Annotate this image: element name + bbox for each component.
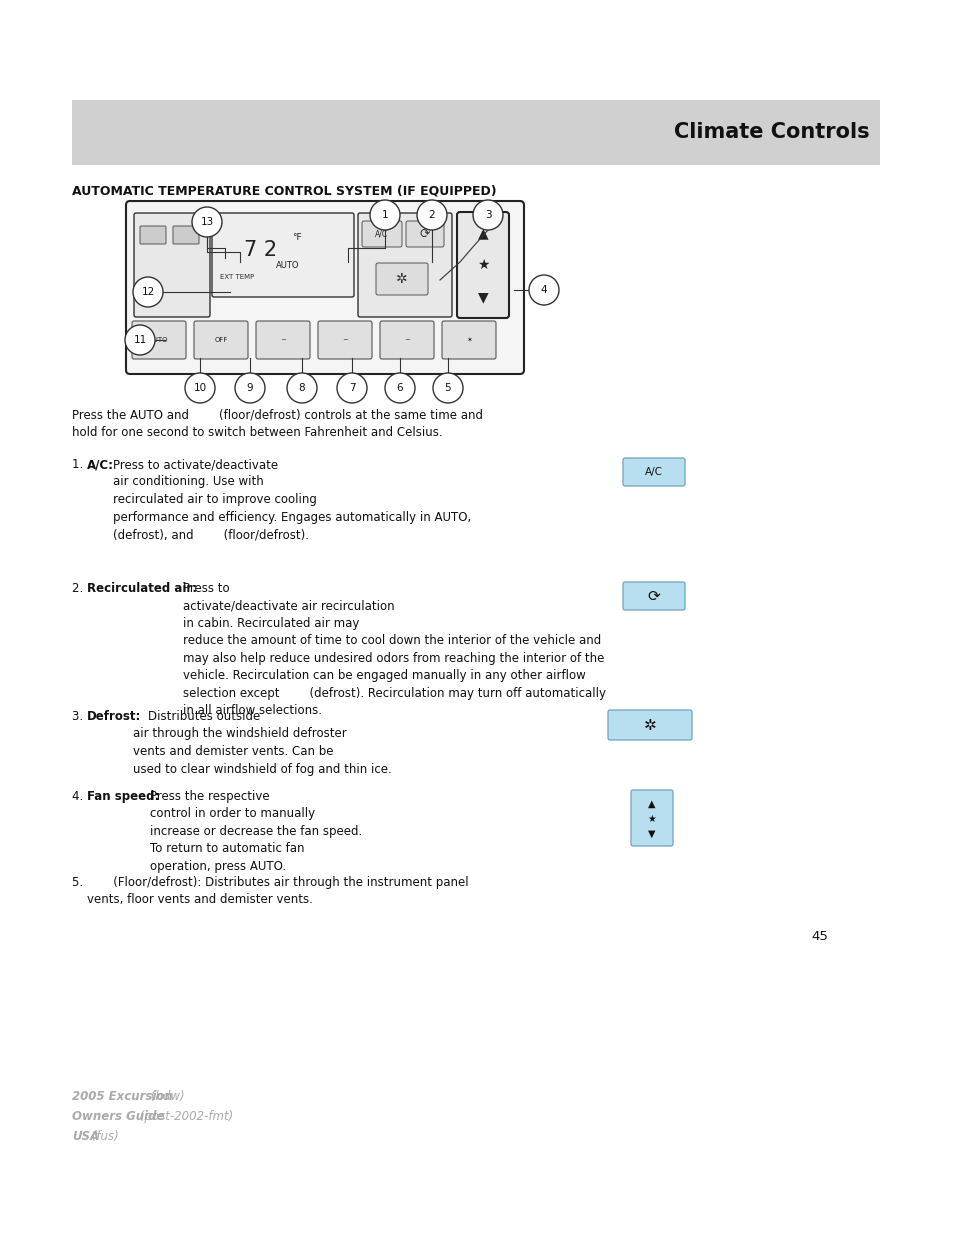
Text: ▲: ▲ <box>648 799 655 809</box>
Text: ~: ~ <box>280 337 286 343</box>
Text: Press the AUTO and        (floor/defrost) controls at the same time and
hold for: Press the AUTO and (floor/defrost) contr… <box>71 408 482 438</box>
Text: 8: 8 <box>298 383 305 393</box>
FancyBboxPatch shape <box>317 321 372 359</box>
Text: (hdw): (hdw) <box>147 1091 184 1103</box>
Circle shape <box>385 373 415 403</box>
Bar <box>71 100 879 165</box>
Circle shape <box>529 275 558 305</box>
FancyBboxPatch shape <box>607 710 691 740</box>
Text: ✲: ✲ <box>643 718 656 732</box>
Text: Recirculated air:: Recirculated air: <box>87 582 197 595</box>
Text: 11: 11 <box>133 335 147 345</box>
Circle shape <box>370 200 399 230</box>
Circle shape <box>185 373 214 403</box>
Text: 4: 4 <box>540 285 547 295</box>
Text: AUTO: AUTO <box>149 337 169 343</box>
Text: ✲: ✲ <box>395 272 407 287</box>
Text: 2005 Excursion: 2005 Excursion <box>71 1091 172 1103</box>
FancyBboxPatch shape <box>441 321 496 359</box>
Text: Defrost:: Defrost: <box>87 710 141 722</box>
FancyBboxPatch shape <box>622 582 684 610</box>
FancyBboxPatch shape <box>375 263 428 295</box>
FancyBboxPatch shape <box>379 321 434 359</box>
Text: AUTO: AUTO <box>275 261 299 269</box>
Circle shape <box>132 277 163 308</box>
Text: ★: ★ <box>476 258 489 272</box>
Text: 6: 6 <box>396 383 403 393</box>
Text: 10: 10 <box>193 383 207 393</box>
Text: 3.: 3. <box>71 710 87 722</box>
Circle shape <box>125 325 154 354</box>
Text: ~: ~ <box>404 337 410 343</box>
Text: 7: 7 <box>349 383 355 393</box>
Text: Fan speed:: Fan speed: <box>87 790 159 803</box>
Text: 5: 5 <box>444 383 451 393</box>
FancyBboxPatch shape <box>622 458 684 487</box>
Text: USA: USA <box>71 1130 99 1144</box>
Text: (Floor/defrost): Distributes air through the instrument panel
vents, floor vents: (Floor/defrost): Distributes air through… <box>87 876 468 906</box>
Text: Press to
activate/deactivate air recirculation
in cabin. Recirculated air may
re: Press to activate/deactivate air recircu… <box>183 582 605 718</box>
FancyBboxPatch shape <box>133 212 210 317</box>
Text: 1.: 1. <box>71 458 87 471</box>
FancyBboxPatch shape <box>406 221 443 247</box>
Text: (post-2002-fmt): (post-2002-fmt) <box>136 1110 233 1123</box>
Text: OFF: OFF <box>214 337 228 343</box>
Text: Owners Guide: Owners Guide <box>71 1110 164 1123</box>
Circle shape <box>336 373 367 403</box>
Text: ▼: ▼ <box>477 290 488 304</box>
Text: ⟳: ⟳ <box>647 589 659 604</box>
Text: 13: 13 <box>200 217 213 227</box>
Text: A/C:: A/C: <box>87 458 113 471</box>
FancyBboxPatch shape <box>361 221 401 247</box>
Text: ▲: ▲ <box>477 226 488 240</box>
FancyBboxPatch shape <box>132 321 186 359</box>
Text: 7 2: 7 2 <box>244 240 276 261</box>
FancyBboxPatch shape <box>255 321 310 359</box>
Circle shape <box>192 207 222 237</box>
FancyBboxPatch shape <box>630 790 672 846</box>
Text: ✶: ✶ <box>466 337 472 343</box>
Text: AUTOMATIC TEMPERATURE CONTROL SYSTEM (IF EQUIPPED): AUTOMATIC TEMPERATURE CONTROL SYSTEM (IF… <box>71 185 497 198</box>
Text: Press to activate/deactivate
air conditioning. Use with
recirculated air to impr: Press to activate/deactivate air conditi… <box>112 458 471 541</box>
Text: ⟳: ⟳ <box>419 227 430 241</box>
Text: A/C: A/C <box>644 467 662 477</box>
Circle shape <box>473 200 502 230</box>
Text: EXT TEMP: EXT TEMP <box>220 274 254 280</box>
Text: Climate Controls: Climate Controls <box>674 122 869 142</box>
Text: Press the respective
control in order to manually
increase or decrease the fan s: Press the respective control in order to… <box>150 790 362 873</box>
Text: 5.: 5. <box>71 876 87 889</box>
Text: Distributes outside
air through the windshield defroster
vents and demister vent: Distributes outside air through the wind… <box>132 710 392 776</box>
Text: 2: 2 <box>428 210 435 220</box>
FancyBboxPatch shape <box>456 212 509 317</box>
Circle shape <box>287 373 316 403</box>
Text: 9: 9 <box>247 383 253 393</box>
Circle shape <box>416 200 447 230</box>
Text: 12: 12 <box>141 287 154 296</box>
FancyBboxPatch shape <box>193 321 248 359</box>
Circle shape <box>234 373 265 403</box>
FancyBboxPatch shape <box>357 212 452 317</box>
Text: ~: ~ <box>342 337 348 343</box>
Text: ★: ★ <box>647 814 656 824</box>
Text: 45: 45 <box>811 930 827 944</box>
Text: (fus): (fus) <box>88 1130 119 1144</box>
FancyBboxPatch shape <box>126 201 523 374</box>
FancyBboxPatch shape <box>212 212 354 296</box>
Text: 2.: 2. <box>71 582 87 595</box>
Text: 1: 1 <box>381 210 388 220</box>
Text: A/C: A/C <box>375 230 388 238</box>
Circle shape <box>433 373 462 403</box>
Text: 4.: 4. <box>71 790 87 803</box>
Text: °F: °F <box>292 232 301 242</box>
FancyBboxPatch shape <box>140 226 166 245</box>
Text: ▼: ▼ <box>648 829 655 839</box>
FancyBboxPatch shape <box>172 226 199 245</box>
Text: 3: 3 <box>484 210 491 220</box>
